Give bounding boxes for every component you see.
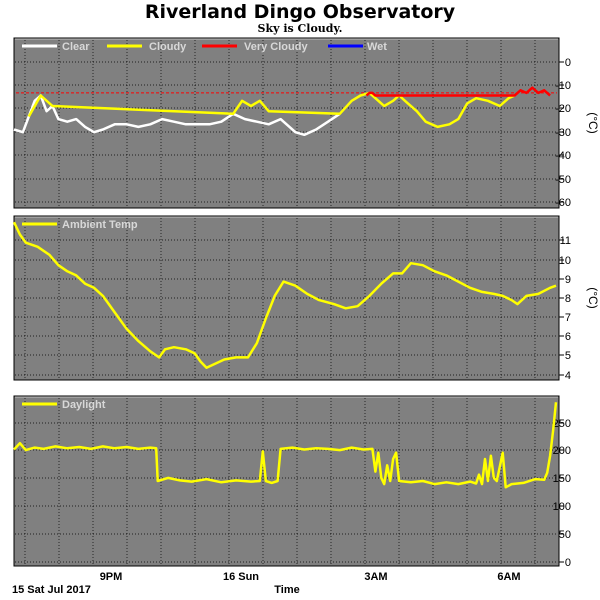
chart-panel-1: 0 -10 -20 -30 -40 -50 -60 (°C) Clear Cloudy Very C…: [13, 37, 600, 209]
y-tick-label: 10: [559, 255, 571, 267]
y-tick-label: 5: [565, 350, 571, 362]
y-tick-label: -40: [555, 150, 571, 162]
y-tick-label: 9: [565, 274, 571, 286]
x-tick-label: 16 Sun: [223, 571, 259, 583]
series-line-cloudy: [27, 91, 516, 129]
x-tick-label: 9PM: [100, 571, 123, 583]
series-line-daylight: [13, 402, 558, 489]
series-line-ambient-temp: [12, 221, 557, 369]
y-tick-label: -20: [555, 103, 571, 115]
series-line-very-cloudy: [365, 86, 551, 97]
legend-label: Clear: [62, 41, 90, 53]
x-axis-date-label: 15 Sat Jul 2017: [12, 584, 91, 596]
legend-label: Very Cloudy: [244, 41, 308, 53]
y-tick-label: 100: [553, 501, 571, 513]
chart-panel-3: 250 200 150 100 50 0 Daylight: [13, 395, 571, 569]
y-tick-label: 4: [565, 370, 571, 382]
y-tick-label: 50: [559, 529, 571, 541]
series-line-clear: [13, 94, 341, 137]
y-tick-label: 8: [565, 293, 571, 305]
y-tick-label: -60: [555, 197, 571, 209]
y-tick-label: -50: [555, 174, 571, 186]
y-tick-label: -10: [555, 80, 571, 92]
y-tick-label: 0: [565, 57, 571, 69]
y-tick-label: 6: [565, 331, 571, 343]
y-tick-label: 11: [560, 235, 571, 247]
y-axis-unit-label: (°C): [586, 112, 600, 133]
legend-label: Ambient Temp: [62, 219, 138, 231]
legend-label: Cloudy: [149, 41, 187, 53]
chart-title: Riverland Dingo Observatory: [144, 1, 456, 23]
chart-subtitle: Sky is Cloudy.: [257, 22, 343, 35]
legend-label: Wet: [367, 41, 387, 53]
x-axis-title: Time: [274, 584, 299, 596]
y-tick-label: 200: [553, 445, 571, 457]
y-tick-label: 150: [553, 473, 571, 485]
y-axis-unit-label: (°C): [586, 287, 600, 308]
y-tick-label: 0: [565, 557, 571, 569]
y-tick-label: 7: [565, 312, 571, 324]
y-tick-label: -30: [555, 127, 571, 139]
x-tick-label: 6AM: [497, 571, 520, 583]
chart-panel-2: 11 10 9 8 7 6 5 4 (°C) Ambient Temp: [12, 215, 600, 382]
x-tick-label: 3AM: [364, 571, 387, 583]
y-tick-label: 250: [553, 418, 571, 430]
legend-label: Daylight: [62, 399, 106, 411]
